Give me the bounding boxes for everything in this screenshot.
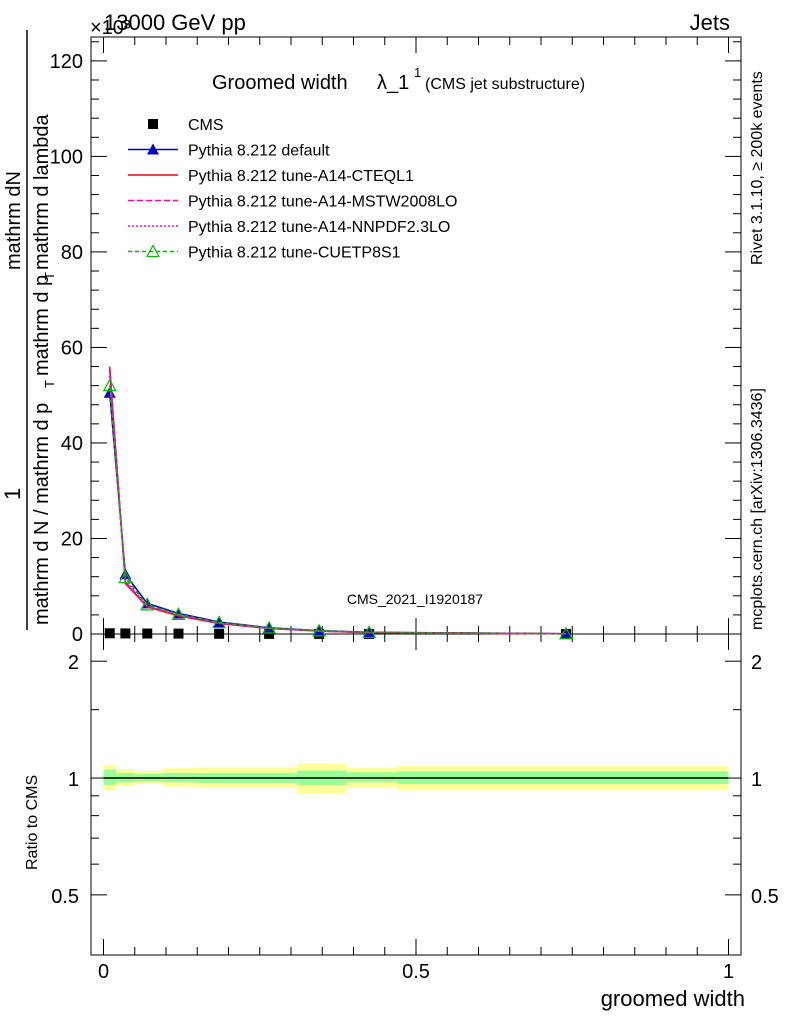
main-y-label: 1 mathrm dN mathrm d N / mathrm d p T ma… bbox=[0, 30, 57, 630]
main-ytick-label-6: 120 bbox=[50, 51, 83, 73]
series-line-2 bbox=[108, 368, 567, 635]
legend-label-1: Pythia 8.212 default bbox=[188, 143, 330, 160]
series-layer bbox=[102, 366, 574, 640]
main-y-ticks: 0 20 40 60 80 100 120 bbox=[50, 41, 741, 646]
series-5-point-5 bbox=[262, 620, 277, 634]
series-5-point-3 bbox=[171, 607, 186, 621]
series-5 bbox=[102, 378, 574, 640]
series-5-point-0 bbox=[102, 378, 117, 392]
title-sup: 1 bbox=[414, 65, 421, 80]
series-5-point-7 bbox=[362, 625, 377, 639]
main-ytick-label-1: 20 bbox=[61, 528, 83, 550]
legend-marker-5 bbox=[145, 244, 161, 258]
series-0-point-1 bbox=[120, 628, 131, 639]
ratio-ytick-label-right-0: 0.5 bbox=[751, 886, 779, 908]
series-0-point-4 bbox=[214, 628, 225, 639]
series-5-point-2 bbox=[140, 597, 155, 611]
x-axis-label: groomed width bbox=[601, 986, 745, 1011]
series-2 bbox=[108, 368, 567, 635]
ratio-ytick-label-1: 1 bbox=[68, 769, 79, 791]
ratio-ytick-label-0: 0.5 bbox=[51, 886, 79, 908]
series-5-point-1 bbox=[118, 570, 133, 584]
ratio-y-label: Ratio to CMS bbox=[24, 775, 41, 870]
main-ytick-label-2: 40 bbox=[61, 433, 83, 455]
main-ytick-label-5: 100 bbox=[50, 146, 83, 168]
rivet-label: Rivet 3.1.10, ≥ 200k events bbox=[749, 71, 766, 265]
series-4 bbox=[108, 376, 567, 635]
series-3 bbox=[108, 366, 567, 635]
title-paren: (CMS jet substructure) bbox=[425, 76, 585, 93]
legend-label-0: CMS bbox=[188, 117, 224, 134]
xtick-label-0: 0 bbox=[98, 961, 109, 983]
legend: CMS Pythia 8.212 default Pythia 8.212 tune… bbox=[128, 117, 457, 262]
ylabel-den-sub: T bbox=[42, 380, 57, 388]
legend-marker-0 bbox=[148, 119, 158, 129]
main-ytick-label-3: 60 bbox=[61, 337, 83, 359]
series-0-point-2 bbox=[142, 628, 153, 639]
series-0-point-0 bbox=[104, 628, 115, 639]
ratio-ytick-label-2: 2 bbox=[68, 652, 79, 674]
ylabel-dn: mathrm dN bbox=[3, 171, 25, 270]
process-label: Jets bbox=[690, 10, 730, 35]
title-lambda: λ_1 bbox=[377, 72, 409, 94]
ratio-ytick-label-right-2: 2 bbox=[751, 652, 762, 674]
legend-label-2: Pythia 8.212 tune-A14-CTEQL1 bbox=[188, 168, 414, 185]
xtick-label-1: 0.5 bbox=[402, 961, 430, 983]
series-5-point-6 bbox=[312, 623, 327, 637]
legend-label-4: Pythia 8.212 tune-A14-NNPDF2.3LO bbox=[188, 219, 450, 236]
xtick-label-2: 1 bbox=[723, 961, 734, 983]
legend-marker-1 bbox=[147, 143, 159, 155]
series-line-4 bbox=[108, 376, 567, 635]
ylabel-den: mathrm d N / mathrm d p bbox=[31, 403, 53, 625]
ratio-ytick-label-right-1: 1 bbox=[751, 769, 762, 791]
energy-label: 13000 GeV pp bbox=[104, 10, 246, 35]
series-1-point-2 bbox=[141, 597, 154, 609]
series-0-point-5 bbox=[264, 628, 275, 639]
mcplots-label: mcplots.cern.ch [arXiv:1306.3436] bbox=[749, 388, 766, 630]
series-5-point-8 bbox=[558, 626, 574, 640]
series-5-point-4 bbox=[212, 615, 227, 629]
series-1-point-0 bbox=[103, 386, 116, 398]
legend-label-5: Pythia 8.212 tune-CUETP8S1 bbox=[188, 245, 401, 262]
series-0-point-3 bbox=[173, 628, 184, 639]
series-line-1 bbox=[108, 392, 567, 635]
series-line-5 bbox=[108, 385, 567, 635]
ratio-band-inner-7 bbox=[347, 772, 398, 783]
title-main: Groomed width bbox=[212, 72, 348, 94]
ratio-y-ticks: 0.5 0.5 1 1 2 2 bbox=[51, 652, 779, 908]
x-ticks: 0 0.5 1 bbox=[98, 37, 734, 983]
ratio-panel-frame bbox=[90, 633, 742, 956]
ylabel-den2: mathrm d p bbox=[31, 275, 53, 376]
watermark: CMS_2021_I1920187 bbox=[347, 591, 483, 607]
main-title: Groomed width λ_1 1 (CMS jet substructur… bbox=[212, 65, 585, 94]
series-line-3 bbox=[108, 366, 567, 635]
ylabel-den2-sub: T bbox=[42, 272, 57, 280]
exponent-label: ×10³ bbox=[90, 17, 131, 39]
main-ytick-label-4: 80 bbox=[61, 242, 83, 264]
main-ytick-label-0: 0 bbox=[72, 624, 83, 646]
legend-label-3: Pythia 8.212 tune-A14-MSTW2008LO bbox=[188, 194, 457, 211]
series-1 bbox=[103, 386, 572, 639]
ylabel-den3: mathrm d lambda bbox=[31, 114, 53, 270]
ylabel-num-one: 1 bbox=[0, 488, 25, 500]
